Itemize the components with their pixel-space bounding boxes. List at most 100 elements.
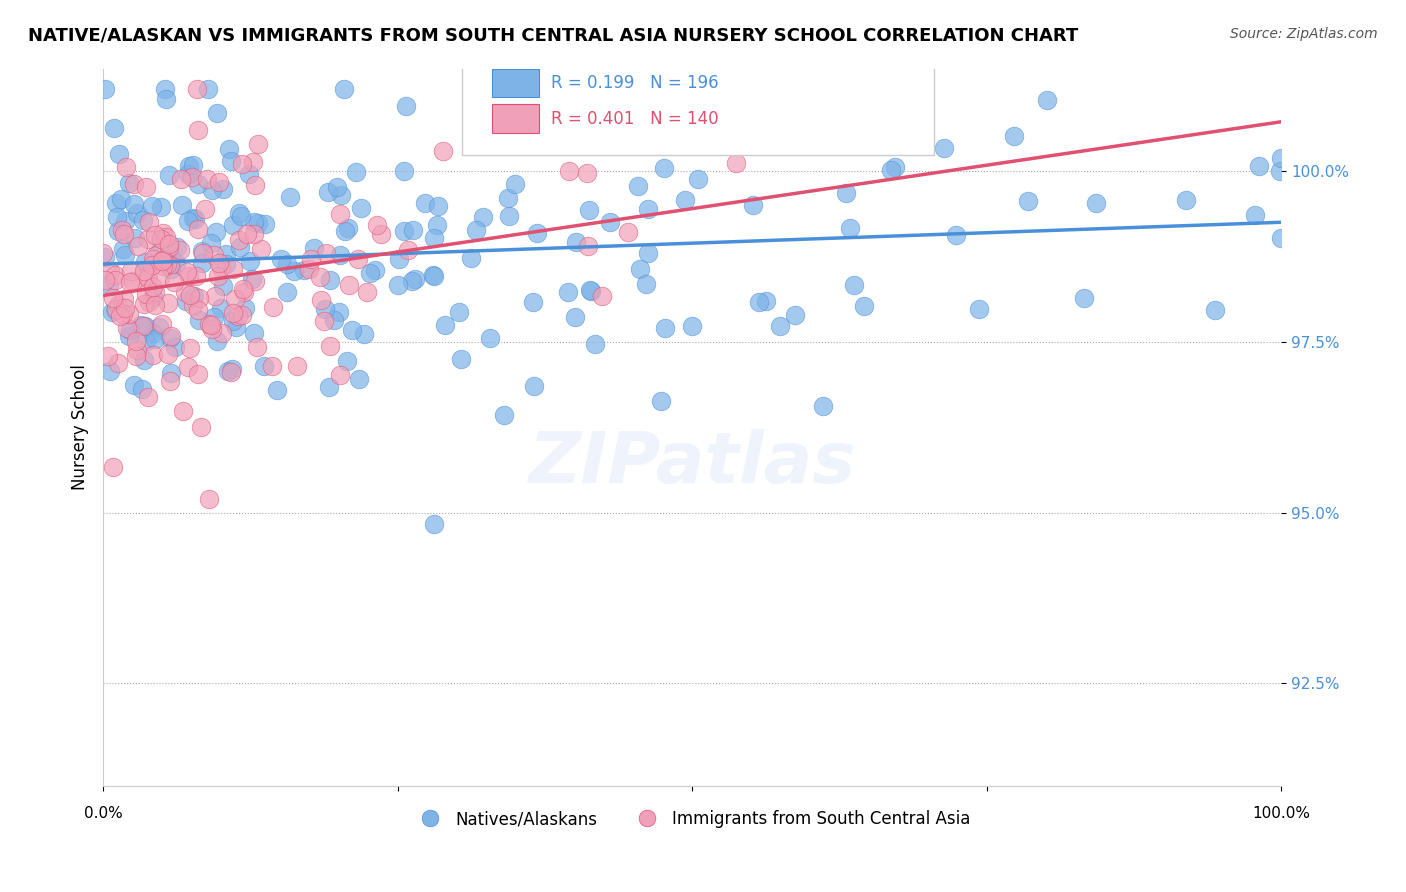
Natives/Alaskans xyxy=(578,283,600,297)
Natives/Alaskans xyxy=(319,273,342,287)
Natives/Alaskans xyxy=(578,202,600,217)
Natives/Alaskans xyxy=(496,191,519,205)
Immigrants from South Central Asia xyxy=(142,252,165,267)
Natives/Alaskans xyxy=(883,160,905,174)
Natives/Alaskans xyxy=(142,326,165,340)
Immigrants from South Central Asia xyxy=(156,296,179,310)
Natives/Alaskans xyxy=(353,326,375,341)
Natives/Alaskans xyxy=(1244,208,1267,222)
Immigrants from South Central Asia xyxy=(163,275,186,289)
Immigrants from South Central Asia xyxy=(115,161,138,175)
Natives/Alaskans xyxy=(523,82,546,96)
Natives/Alaskans xyxy=(330,187,353,202)
Immigrants from South Central Asia xyxy=(315,245,337,260)
Natives/Alaskans xyxy=(117,176,139,190)
Immigrants from South Central Asia xyxy=(262,359,284,373)
Natives/Alaskans xyxy=(557,285,579,299)
Natives/Alaskans xyxy=(650,393,672,408)
Natives/Alaskans xyxy=(1270,231,1292,245)
Immigrants from South Central Asia xyxy=(208,256,231,270)
Immigrants from South Central Asia xyxy=(591,289,613,303)
Immigrants from South Central Asia xyxy=(176,265,198,279)
Natives/Alaskans xyxy=(205,225,228,239)
Natives/Alaskans xyxy=(877,82,900,96)
Natives/Alaskans xyxy=(579,284,602,298)
Immigrants from South Central Asia xyxy=(107,356,129,370)
Immigrants from South Central Asia xyxy=(398,243,420,257)
Natives/Alaskans xyxy=(153,82,176,96)
Natives/Alaskans xyxy=(278,190,301,204)
Natives/Alaskans xyxy=(1002,129,1025,144)
Immigrants from South Central Asia xyxy=(122,274,145,288)
Immigrants from South Central Asia xyxy=(152,259,174,273)
Immigrants from South Central Asia xyxy=(179,268,201,283)
Natives/Alaskans xyxy=(1174,193,1197,207)
Immigrants from South Central Asia xyxy=(111,223,134,237)
Immigrants from South Central Asia xyxy=(179,341,201,355)
Immigrants from South Central Asia xyxy=(143,285,166,300)
Natives/Alaskans xyxy=(134,318,156,333)
Natives/Alaskans xyxy=(177,167,200,181)
Immigrants from South Central Asia xyxy=(186,82,208,96)
Immigrants from South Central Asia xyxy=(208,175,231,189)
Immigrants from South Central Asia xyxy=(309,269,332,284)
Natives/Alaskans xyxy=(165,256,187,270)
Immigrants from South Central Asia xyxy=(184,268,207,283)
Immigrants from South Central Asia xyxy=(224,293,246,307)
Immigrants from South Central Asia xyxy=(204,289,226,303)
Immigrants from South Central Asia xyxy=(108,310,131,324)
Immigrants from South Central Asia xyxy=(209,260,232,274)
Immigrants from South Central Asia xyxy=(93,246,115,260)
Immigrants from South Central Asia xyxy=(159,374,181,388)
Immigrants from South Central Asia xyxy=(120,275,142,289)
Natives/Alaskans xyxy=(503,178,526,192)
Natives/Alaskans xyxy=(160,366,183,380)
Immigrants from South Central Asia xyxy=(232,281,254,295)
Immigrants from South Central Asia xyxy=(157,347,180,361)
Immigrants from South Central Asia xyxy=(160,328,183,343)
Natives/Alaskans xyxy=(302,241,325,255)
Immigrants from South Central Asia xyxy=(231,157,253,171)
Natives/Alaskans xyxy=(221,362,243,376)
Immigrants from South Central Asia xyxy=(243,274,266,288)
Immigrants from South Central Asia xyxy=(285,359,308,373)
Natives/Alaskans xyxy=(143,332,166,346)
Immigrants from South Central Asia xyxy=(138,232,160,246)
Immigrants from South Central Asia xyxy=(232,285,254,300)
Natives/Alaskans xyxy=(326,180,349,194)
Immigrants from South Central Asia xyxy=(104,273,127,287)
Immigrants from South Central Asia xyxy=(221,306,243,320)
Natives/Alaskans xyxy=(340,322,363,336)
Immigrants from South Central Asia xyxy=(142,279,165,293)
Natives/Alaskans xyxy=(637,246,659,260)
Immigrants from South Central Asia xyxy=(107,298,129,312)
Natives/Alaskans xyxy=(945,227,967,242)
Natives/Alaskans xyxy=(652,161,675,175)
Natives/Alaskans xyxy=(134,255,156,269)
Natives/Alaskans xyxy=(479,331,502,345)
Immigrants from South Central Asia xyxy=(170,171,193,186)
Natives/Alaskans xyxy=(1270,151,1292,165)
Natives/Alaskans xyxy=(212,279,235,293)
Immigrants from South Central Asia xyxy=(329,207,352,221)
Immigrants from South Central Asia xyxy=(201,322,224,336)
Immigrants from South Central Asia xyxy=(207,268,229,283)
Text: Source: ZipAtlas.com: Source: ZipAtlas.com xyxy=(1230,27,1378,41)
Natives/Alaskans xyxy=(932,141,955,155)
FancyBboxPatch shape xyxy=(492,69,538,97)
Immigrants from South Central Asia xyxy=(370,227,392,241)
Immigrants from South Central Asia xyxy=(115,321,138,335)
Immigrants from South Central Asia xyxy=(347,252,370,266)
Immigrants from South Central Asia xyxy=(198,318,221,332)
Natives/Alaskans xyxy=(174,294,197,309)
Immigrants from South Central Asia xyxy=(366,218,388,232)
Natives/Alaskans xyxy=(254,217,277,231)
Natives/Alaskans xyxy=(387,278,409,293)
Natives/Alaskans xyxy=(177,213,200,227)
Immigrants from South Central Asia xyxy=(145,248,167,262)
Natives/Alaskans xyxy=(105,210,128,224)
Natives/Alaskans xyxy=(681,318,703,333)
Natives/Alaskans xyxy=(526,226,548,240)
Natives/Alaskans xyxy=(107,223,129,237)
Immigrants from South Central Asia xyxy=(236,227,259,241)
